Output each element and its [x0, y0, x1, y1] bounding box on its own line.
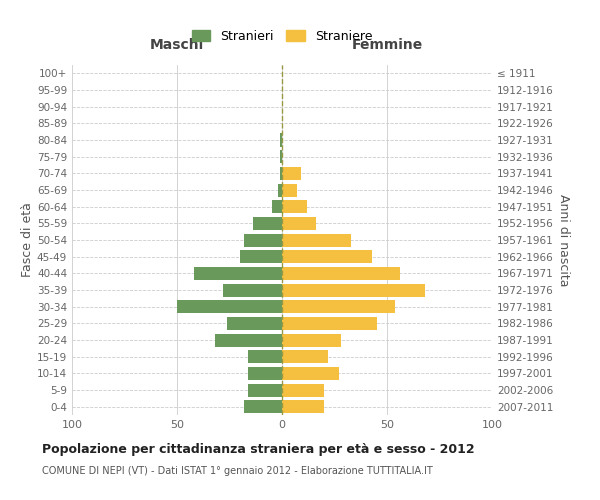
Text: Popolazione per cittadinanza straniera per età e sesso - 2012: Popolazione per cittadinanza straniera p…	[42, 442, 475, 456]
Bar	[248, 367, 282, 380]
Bar	[282, 267, 400, 280]
Bar	[280, 150, 282, 163]
Bar	[282, 217, 316, 230]
Text: Femmine: Femmine	[352, 38, 422, 52]
Bar	[282, 200, 307, 213]
Y-axis label: Anni di nascita: Anni di nascita	[557, 194, 570, 286]
Bar	[282, 300, 395, 313]
Bar	[271, 200, 282, 213]
Bar	[280, 134, 282, 146]
Y-axis label: Fasce di età: Fasce di età	[21, 202, 34, 278]
Bar	[282, 317, 377, 330]
Bar	[278, 184, 282, 196]
Bar	[282, 284, 425, 296]
Bar	[282, 384, 324, 396]
Bar	[282, 350, 328, 363]
Bar	[282, 367, 338, 380]
Bar	[227, 317, 282, 330]
Bar	[244, 234, 282, 246]
Bar	[282, 167, 301, 180]
Bar	[223, 284, 282, 296]
Bar	[248, 384, 282, 396]
Bar	[282, 400, 324, 413]
Text: Maschi: Maschi	[150, 38, 204, 52]
Bar	[240, 250, 282, 263]
Bar	[253, 217, 282, 230]
Bar	[177, 300, 282, 313]
Bar	[194, 267, 282, 280]
Bar	[244, 400, 282, 413]
Bar	[215, 334, 282, 346]
Bar	[248, 350, 282, 363]
Bar	[280, 167, 282, 180]
Bar	[282, 234, 351, 246]
Legend: Stranieri, Straniere: Stranieri, Straniere	[188, 26, 376, 46]
Bar	[282, 250, 372, 263]
Bar	[282, 184, 296, 196]
Bar	[282, 334, 341, 346]
Text: COMUNE DI NEPI (VT) - Dati ISTAT 1° gennaio 2012 - Elaborazione TUTTITALIA.IT: COMUNE DI NEPI (VT) - Dati ISTAT 1° genn…	[42, 466, 433, 476]
